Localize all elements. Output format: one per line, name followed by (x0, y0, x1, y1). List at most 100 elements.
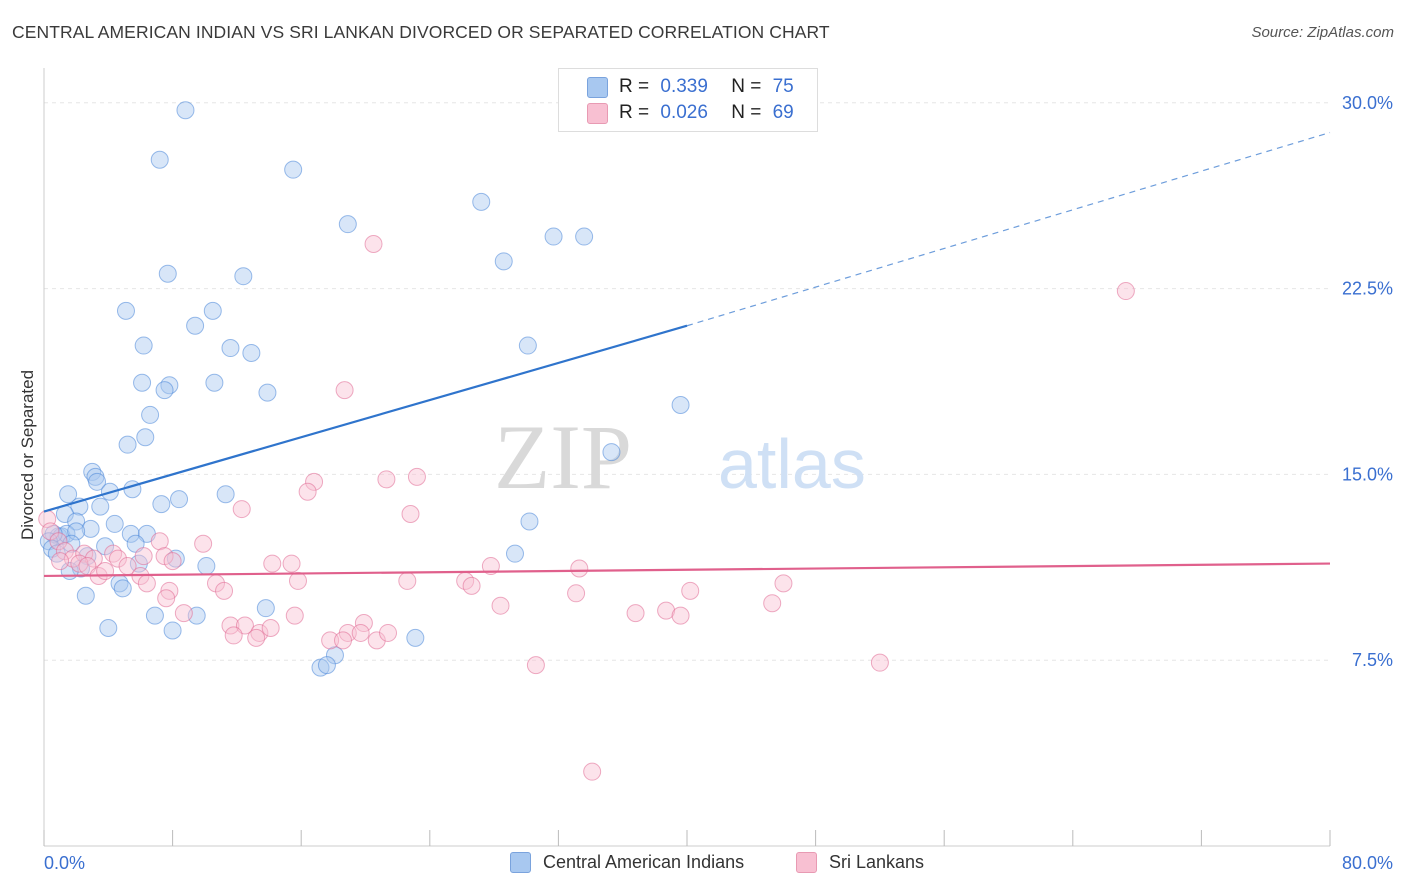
point-sri-lankan (377, 470, 396, 489)
point-sri-lankan (157, 589, 176, 608)
point-central-american (671, 396, 690, 415)
trend-line-central-american (43, 324, 688, 513)
point-sri-lankan (570, 559, 589, 578)
point-central-american (118, 435, 137, 454)
point-sri-lankan (321, 631, 340, 650)
point-central-american (575, 227, 594, 246)
point-sri-lankan (235, 616, 254, 635)
x-tick-label: 0.0% (44, 853, 85, 873)
watermark-zip: ZIP (494, 406, 632, 508)
point-sri-lankan (305, 472, 324, 491)
point-central-american (105, 514, 124, 533)
point-central-american (284, 160, 303, 179)
point-central-american (134, 336, 153, 355)
y-tick-label: 7.5% (1352, 650, 1393, 670)
legend-r-value: 0.339 (660, 76, 708, 97)
data-points (38, 101, 1135, 781)
point-sri-lankan (49, 532, 68, 551)
point-central-american (91, 497, 110, 516)
point-central-american (116, 301, 135, 320)
point-sri-lankan (174, 604, 193, 623)
point-sri-lankan (250, 623, 269, 642)
trend-line-extension (686, 131, 1331, 327)
point-sri-lankan (298, 482, 317, 501)
legend-swatch-pink (587, 102, 608, 124)
point-sri-lankan (194, 534, 213, 553)
point-sri-lankan (626, 604, 645, 623)
point-sri-lankan (657, 601, 676, 620)
point-sri-lankan (526, 656, 545, 675)
point-central-american (197, 557, 216, 576)
point-central-american (81, 519, 100, 538)
point-sri-lankan (282, 554, 301, 573)
trend-line-sri-lankan (43, 562, 1331, 578)
point-central-american (163, 621, 182, 640)
point-central-american (338, 215, 357, 234)
point-sri-lankan (288, 571, 307, 590)
point-central-american (166, 549, 185, 568)
point-sri-lankan (491, 596, 510, 615)
point-central-american (76, 586, 95, 605)
point-central-american (133, 373, 152, 392)
point-sri-lankan (583, 762, 602, 781)
point-sri-lankan (51, 552, 70, 571)
point-sri-lankan (351, 623, 370, 642)
point-sri-lankan (163, 552, 182, 571)
point-central-american (317, 656, 336, 675)
y-tick-label: 22.5% (1342, 279, 1393, 299)
point-central-american (67, 512, 86, 531)
point-sri-lankan (232, 500, 251, 519)
point-sri-lankan (870, 653, 889, 672)
point-central-american (406, 628, 425, 647)
axes (43, 68, 1331, 847)
chart-title: CENTRAL AMERICAN INDIAN VS SRI LANKAN DI… (12, 22, 830, 42)
point-central-american (152, 495, 171, 514)
point-sri-lankan (681, 581, 700, 600)
point-sri-lankan (261, 618, 280, 637)
point-sri-lankan (354, 614, 373, 633)
legend-r-value: 0.026 (660, 102, 708, 123)
bottom-legend-swatch-pink (796, 852, 817, 873)
point-sri-lankan (671, 606, 690, 625)
point-sri-lankan (104, 544, 123, 563)
point-sri-lankan (774, 574, 793, 593)
bottom-legend-label: Sri Lankans (829, 852, 925, 872)
legend-row-central-american: R = 0.339 N = 75 (587, 75, 794, 99)
point-central-american (155, 381, 174, 400)
point-sri-lankan (567, 584, 586, 603)
legend-r-label: R = (619, 76, 650, 97)
point-sri-lankan (137, 574, 156, 593)
point-sri-lankan (398, 571, 417, 590)
point-central-american (113, 579, 132, 598)
point-sri-lankan (134, 547, 153, 566)
point-sri-lankan (150, 532, 169, 551)
y-tick-label: 15.0% (1342, 464, 1393, 484)
point-sri-lankan (247, 628, 266, 647)
x-tick-label: 80.0% (1342, 853, 1393, 873)
point-central-american (205, 373, 224, 392)
point-sri-lankan (1116, 282, 1135, 301)
point-sri-lankan (285, 606, 304, 625)
point-sri-lankan (763, 594, 782, 613)
point-central-american (160, 376, 179, 395)
point-sri-lankan (462, 576, 481, 595)
watermark: ZIP atlas (494, 406, 866, 508)
point-central-american (170, 490, 189, 509)
point-central-american (176, 101, 195, 120)
source-label: Source: ZipAtlas.com (1251, 24, 1394, 41)
point-central-american (221, 339, 240, 358)
point-central-american (59, 485, 78, 504)
point-central-american (602, 443, 621, 462)
point-central-american (141, 405, 160, 424)
point-central-american (88, 472, 107, 491)
point-central-american (518, 336, 537, 355)
point-central-american (256, 599, 275, 618)
point-central-american (544, 227, 563, 246)
point-central-american (186, 316, 205, 335)
point-sri-lankan (407, 467, 426, 486)
point-sri-lankan (108, 549, 127, 568)
point-central-american (520, 512, 539, 531)
legend-r-label: R = (619, 102, 650, 123)
watermark-atlas: atlas (718, 425, 866, 503)
